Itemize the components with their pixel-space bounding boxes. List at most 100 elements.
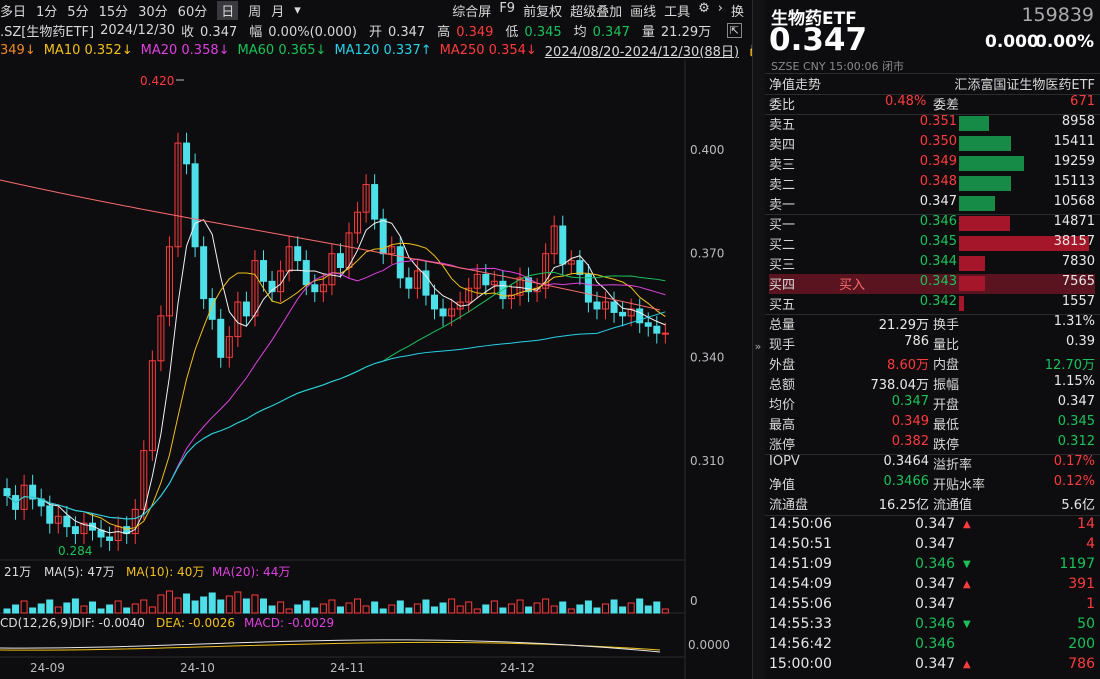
vol-header-1: MA(5): 47万 <box>44 565 115 579</box>
volume-bar-32 <box>277 601 285 614</box>
volume-bar-66 <box>567 608 575 614</box>
panel-divider[interactable] <box>752 0 765 679</box>
volume-bar-46 <box>396 600 404 614</box>
volume-bar-59 <box>507 603 515 614</box>
bid-row-4[interactable]: 买五 0.342 1557 <box>769 294 1095 313</box>
volume-bar-48 <box>413 603 421 614</box>
ask-row-4[interactable]: 卖一 0.347 10568 <box>769 194 1095 213</box>
volume-bar-4 <box>37 603 45 614</box>
period-tab-4[interactable]: 30分 <box>138 4 168 20</box>
candle-60 <box>516 277 524 296</box>
up-arrow-icon: ▲ <box>963 519 971 530</box>
tick-row: 15:00:00 0.347 ▲ 786 <box>769 656 1095 672</box>
volume-bar-70 <box>602 603 609 614</box>
fund-name: 汇添富国证生物医药ETF <box>954 78 1095 93</box>
candle-3 <box>29 484 37 500</box>
depth-bar <box>959 276 985 291</box>
macd-dif-line <box>0 639 661 653</box>
ma20-line <box>6 258 666 520</box>
bid-row-2[interactable]: 买三 0.344 7830 <box>769 254 1095 273</box>
period-tab-2[interactable]: 5分 <box>67 4 89 20</box>
candle-76 <box>653 325 661 334</box>
candle-49 <box>422 270 430 296</box>
depth-bar <box>959 136 1011 151</box>
candle-47 <box>405 277 413 289</box>
toolbar-item-3[interactable]: 超级叠加 <box>570 4 623 20</box>
volume-bar-74 <box>636 598 644 614</box>
ask-row-0[interactable]: 卖五 0.351 8958 <box>769 114 1095 133</box>
ask-row-2[interactable]: 卖三 0.349 19259 <box>769 154 1095 173</box>
period-tab-1[interactable]: 1分 <box>36 4 58 20</box>
period-toolbar: 多日 1分 5分 15分 30分 60分日周月 ▾ 综合屏 F9 前复权 超级叠加 画线 工具 ⚙ › 换 <box>0 0 752 20</box>
ask-row-1[interactable]: 卖四 0.350 15411 <box>769 134 1095 153</box>
weicha-value: 671 <box>1070 94 1095 109</box>
market-meta: SZSE CNY 15:00:06 闭市 <box>771 60 904 73</box>
toolbar-item-2[interactable]: 前复权 <box>523 4 563 20</box>
toolbar-item-4[interactable]: 画线 <box>630 4 657 20</box>
stat-row-2: 外盘 8.60万 内盘 12.70万 <box>769 358 1095 373</box>
candle-26 <box>225 336 233 358</box>
period-tab-7[interactable]: 周 <box>248 4 262 20</box>
period-tab-8[interactable]: 月 <box>271 4 285 20</box>
volume-bar-68 <box>584 600 592 614</box>
volume-bar-20 <box>174 597 182 614</box>
volume-bar-9 <box>80 605 88 614</box>
date-range[interactable]: 2024/08/20-2024/12/30(88日) <box>544 44 740 60</box>
ask-row-3[interactable]: 卖二 0.348 15113 <box>769 174 1095 193</box>
volume-bar-42 <box>362 605 370 614</box>
weibi-row: 委比 0.48% 委差 671 <box>769 94 1095 113</box>
depth-bar <box>959 296 964 311</box>
bid-row-0[interactable]: 买一 0.346 14871 <box>769 214 1095 233</box>
volume-bar-10 <box>89 601 96 614</box>
volume-bar-37 <box>319 603 327 614</box>
candle-17 <box>148 360 156 452</box>
bid-row-1[interactable]: 买二 0.345 38157 <box>769 234 1095 253</box>
price-tick-1: 0.370 <box>690 247 724 261</box>
ma60-line <box>6 271 666 520</box>
candle-75 <box>644 322 652 327</box>
kline-chart[interactable]: 0.400 0.370 0.340 0.310 0.420 0.284 21万 MA(5): … <box>0 60 752 679</box>
period-tab-0[interactable]: 多日 <box>0 4 27 20</box>
period-tab-3[interactable]: 15分 <box>98 4 129 20</box>
candle-12 <box>106 536 114 541</box>
volume-bar-33 <box>285 608 293 614</box>
period-tab-5[interactable]: 60分 <box>177 4 208 20</box>
ma250-value: MA250 0.354↓ <box>439 42 537 58</box>
toolbar-item-5[interactable]: 工具 <box>664 4 691 20</box>
candle-39 <box>336 253 344 268</box>
chevron-right-icon[interactable]: › <box>717 0 723 16</box>
stat-row-7: IOPV 0.3464 溢折率 0.17% <box>769 454 1095 473</box>
candle-10 <box>89 522 96 531</box>
security-name: 生物药ETF <box>771 9 857 29</box>
volume-bar-2 <box>20 600 28 614</box>
period-tab-6[interactable]: 日 <box>217 0 239 20</box>
gear-icon[interactable]: ⚙ <box>698 0 710 16</box>
price-tick-3: 0.310 <box>690 454 724 468</box>
volume-bar-28 <box>242 598 250 614</box>
period-tab-9[interactable]: ▾ <box>294 2 301 18</box>
vol-header-3: MA(20): 44万 <box>212 565 290 579</box>
ma5-line <box>6 219 666 535</box>
volume-bar-1 <box>12 604 20 614</box>
bid-row-3[interactable]: 买四 买入 0.343 7565 <box>769 274 1095 294</box>
security-code-big: 159839 <box>1021 4 1094 26</box>
vol-header-2: MA(10): 40万 <box>126 565 204 579</box>
expand-icon[interactable]: ⇱ <box>726 22 742 38</box>
ma60-value: MA60 0.365↓ <box>237 42 327 58</box>
collapse-chevron-icon[interactable]: » <box>754 340 762 353</box>
candle-38 <box>328 253 336 286</box>
nav-trend-link[interactable]: 净值走势 <box>769 78 822 93</box>
volume-bar-55 <box>473 608 481 614</box>
toolbar-item-switch[interactable]: 换 <box>730 4 744 20</box>
nav-row[interactable]: 净值走势 汇添富国证生物医药ETF <box>769 74 1095 94</box>
candle-48 <box>413 270 421 289</box>
tick-row: 14:51:09 0.346 ▼ 1197 <box>769 556 1095 572</box>
stat-row-8: 净值 0.3466 开贴水率 0.12% <box>769 474 1095 493</box>
ma5-value: 349↓ <box>0 42 36 58</box>
candle-64 <box>550 225 558 255</box>
volume-bar-53 <box>456 605 464 614</box>
toolbar-item-0[interactable]: 综合屏 <box>452 4 492 20</box>
low-price-label: 0.284 <box>58 544 92 558</box>
toolbar-item-1[interactable]: F9 <box>499 0 516 16</box>
volume-bar-23 <box>200 596 208 614</box>
